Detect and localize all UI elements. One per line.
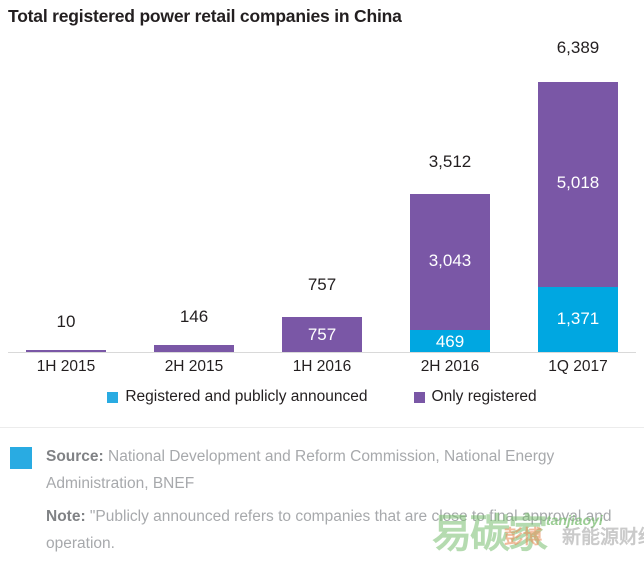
note-label: Note: <box>46 508 86 525</box>
bar-total-label: 10 <box>56 312 76 331</box>
bar-segment-publicly-announced[interactable]: 469 <box>410 330 490 352</box>
bar-stack <box>154 345 234 352</box>
note-line: Note: "Publicly announced refers to comp… <box>46 503 636 557</box>
legend-item-only-registered[interactable]: Only registered <box>413 388 537 406</box>
legend-item-registered-publicly-announced[interactable]: Registered and publicly announced <box>107 388 368 406</box>
bar-stack <box>26 350 106 352</box>
footer-divider <box>0 427 644 428</box>
chart-footer: Source: National Development and Reform … <box>0 438 644 563</box>
source-marker-icon <box>10 447 32 469</box>
bar-segment-value: 757 <box>307 325 337 344</box>
bar-segment-only-registered[interactable]: 3,043 <box>410 194 490 330</box>
bar-segment-value: 3,043 <box>428 251 472 270</box>
x-axis-tick-label: 1Q 2017 <box>548 358 608 375</box>
bar-segment-value: 5,018 <box>556 173 600 192</box>
source-text: National Development and Reform Commissi… <box>46 448 555 492</box>
x-axis-tick-label: 2H 2016 <box>420 358 480 375</box>
bar-stack: 757 <box>282 317 362 352</box>
source-line: Source: National Development and Reform … <box>46 443 636 497</box>
bar-segment-only-registered[interactable] <box>154 345 234 352</box>
bar-stack: 5,018 1,371 <box>538 82 618 352</box>
legend-swatch-purple-icon <box>413 391 425 403</box>
x-axis-tick-label: 2H 2015 <box>164 358 224 375</box>
bar-segment-only-registered[interactable]: 757 <box>282 317 362 352</box>
bar-segment-value: 469 <box>435 332 465 351</box>
bar-segment-value: 1,371 <box>556 309 600 328</box>
bar-total-label: 146 <box>179 307 209 326</box>
x-axis-baseline <box>8 352 636 353</box>
bar-stack: 3,043 469 <box>410 194 490 352</box>
bar-total-label: 757 <box>307 275 337 294</box>
legend-label: Registered and publicly announced <box>125 388 368 405</box>
bar-segment-only-registered[interactable]: 5,018 <box>538 82 618 287</box>
chart-plot-area: 10 146 757 757 3,512 3,043 469 <box>0 36 644 353</box>
legend-label: Only registered <box>431 388 537 405</box>
page-title: Total registered power retail companies … <box>8 6 402 26</box>
note-text: "Publicly announced refers to companies … <box>46 508 612 552</box>
x-axis-tick-label: 1H 2016 <box>292 358 352 375</box>
bar-total-label: 6,389 <box>556 38 600 57</box>
bar-total-label: 3,512 <box>428 152 472 171</box>
x-axis-tick-label: 1H 2015 <box>36 358 96 375</box>
bar-segment-only-registered[interactable] <box>26 350 106 352</box>
source-label: Source: <box>46 448 104 465</box>
legend-swatch-cyan-icon <box>107 391 119 403</box>
chart-legend: Registered and publicly announced Only r… <box>0 388 644 406</box>
bar-segment-publicly-announced[interactable]: 1,371 <box>538 287 618 352</box>
